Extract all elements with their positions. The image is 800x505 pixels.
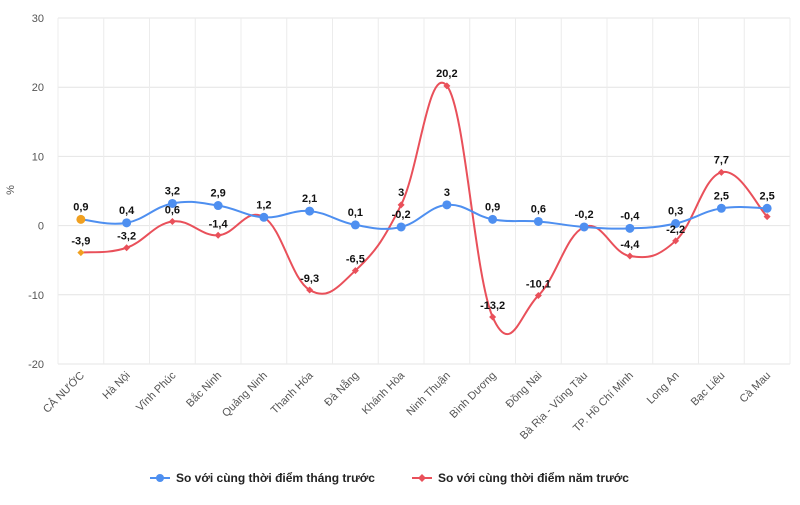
x-tick-label: Bạc Liêu [689,370,728,409]
data-label-month: 3 [444,187,450,199]
data-label-year: -13,2 [480,300,505,312]
point-month[interactable] [762,203,772,213]
point-month[interactable] [716,203,726,213]
data-label-year: 3 [398,187,404,199]
data-label-month: -0,4 [620,210,640,222]
data-label-month: 2,9 [210,188,225,200]
data-label-year: -3,2 [117,231,136,243]
point-year[interactable] [443,82,451,90]
series-line-month [80,200,768,230]
x-tick-label: Hà Nội [100,370,132,402]
data-label-year: -10,1 [526,278,551,290]
data-label-month: 0,4 [119,205,135,217]
legend-marker[interactable] [418,474,426,482]
data-label-month: 0,6 [531,203,546,215]
point-year[interactable] [306,286,314,294]
y-tick-label: -20 [28,359,44,371]
x-tick-label: Ninh Thuận [404,370,453,419]
point-year[interactable] [763,213,771,221]
data-label-year: 7,7 [714,154,729,166]
y-tick-label: 10 [32,151,44,163]
point-month[interactable] [533,216,543,226]
point-year[interactable] [672,237,680,245]
point-month[interactable] [625,223,635,233]
y-tick-label: 0 [38,221,44,233]
data-label-year: -2,2 [666,224,685,236]
y-axis: -20 -10 0 10 20 30 [28,13,44,371]
data-label-month: -0,2 [392,209,411,221]
point-year[interactable] [717,168,725,176]
point-year[interactable] [351,267,359,275]
point-year[interactable] [168,217,176,225]
point-month[interactable] [579,222,589,232]
point-month[interactable] [213,201,223,211]
point-month[interactable] [442,200,452,210]
y-tick-label: 20 [32,82,44,94]
data-label-year: 20,2 [436,68,457,80]
point-month[interactable] [305,206,315,216]
data-label-month: 0,9 [73,201,88,213]
data-label-month: 2,1 [302,193,317,205]
x-tick-label: Đà Nẵng [322,369,362,409]
point-month[interactable] [350,220,360,230]
x-tick-label: Đồng Nai [504,370,545,411]
data-label-month: 0,3 [668,206,683,218]
x-tick-label: Khánh Hòa [360,369,408,417]
point-month[interactable] [76,214,86,224]
point-month[interactable] [122,218,132,228]
series-lines [76,81,772,336]
x-tick-label: Bắc Ninh [183,369,224,410]
legend-label[interactable]: So với cùng thời điểm tháng trước [176,471,375,485]
point-year[interactable] [214,231,222,239]
point-year[interactable] [123,244,131,252]
point-year[interactable] [534,291,542,299]
y-axis-label: % [5,185,17,195]
x-tick-label: CẢ NƯỚC [40,369,87,416]
data-label-month: 2,5 [714,190,729,202]
legend[interactable]: So với cùng thời điểm tháng trước So với … [150,471,629,485]
data-label-year: -4,4 [620,239,640,251]
data-label-year: 0,6 [165,204,180,216]
data-labels: 0,9 0,4 3,2 2,9 1,2 2,1 0,1 -0,2 3 0,9 0,6 -0,2 -0,4… [71,68,774,312]
grid [57,17,791,365]
point-year[interactable] [77,249,85,257]
data-label-year: -1,4 [209,218,229,230]
x-tick-label: Quảng Ninh [220,370,270,420]
x-tick-label: Long An [645,370,682,407]
data-label-month: 0,9 [485,201,500,213]
y-tick-label: 30 [32,13,44,25]
data-label-year: -3,9 [71,236,90,248]
point-year[interactable] [626,252,634,260]
point-year[interactable] [397,201,405,209]
data-label-month: 1,2 [256,199,271,211]
x-tick-label: Thanh Hóa [269,369,317,417]
point-month[interactable] [396,222,406,232]
x-tick-label: Bình Dương [448,370,499,421]
point-month[interactable] [488,214,498,224]
x-tick-label: Vĩnh Phúc [134,369,179,414]
data-label-month: -0,2 [575,209,594,221]
data-label-month: 3,2 [165,185,180,197]
data-label-year: -6,5 [346,254,365,266]
point-month[interactable] [259,212,269,222]
point-year[interactable] [489,313,497,321]
y-tick-label: -10 [28,290,44,302]
point-month[interactable] [671,219,681,229]
x-tick-label: Cà Mau [738,370,774,406]
data-label-month: 2,5 [759,190,774,202]
point-month[interactable] [167,198,177,208]
legend-marker[interactable] [156,474,164,482]
legend-label[interactable]: So với cùng thời điểm năm trước [438,471,629,485]
data-label-year: -9,3 [300,273,319,285]
data-label-month: 0,1 [348,207,363,219]
